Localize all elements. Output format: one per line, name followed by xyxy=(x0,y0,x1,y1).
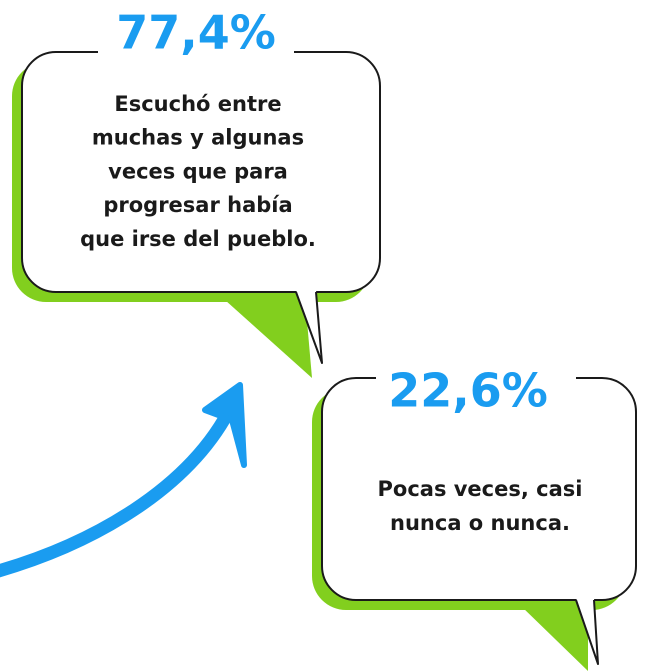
arrow xyxy=(0,382,247,578)
bubble-text: Escuchó entre muchas y algunas veces que p… xyxy=(80,92,316,251)
text-line: muchas y algunas xyxy=(92,126,304,150)
bubble-text: Pocas veces, casi nunca o nunca. xyxy=(378,477,583,535)
text-line: Escuchó entre xyxy=(114,92,281,116)
text-line: que irse del pueblo. xyxy=(80,227,316,251)
percent: 22,6% xyxy=(388,364,548,418)
percent: 77,4% xyxy=(116,6,276,60)
text-line: veces que para xyxy=(108,159,288,183)
bubble xyxy=(312,366,637,671)
bubble xyxy=(12,40,381,378)
text-line: Pocas veces, casi xyxy=(378,477,583,501)
text-line: progresar había xyxy=(103,193,292,217)
text-line: nunca o nunca. xyxy=(390,511,570,535)
